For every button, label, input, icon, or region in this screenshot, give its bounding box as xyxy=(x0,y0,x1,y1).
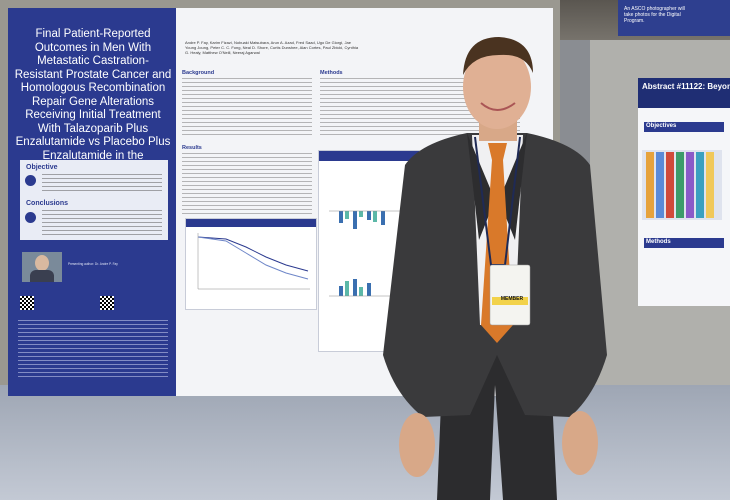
second-poster: Objectives Methods xyxy=(638,78,730,306)
poster-title: Final Patient-Reported Outcomes in Men W… xyxy=(14,28,172,175)
results-section: Results xyxy=(182,145,312,215)
background-label: Background xyxy=(182,70,215,76)
km-curve-figure xyxy=(197,233,310,290)
objectives-label: Objectives xyxy=(646,123,677,129)
conclusions-text xyxy=(42,210,162,236)
background-section: Background xyxy=(182,70,312,138)
face xyxy=(463,45,531,129)
presenter-label: Presenting author: Dr. Andre P. Fay xyxy=(68,262,118,266)
abstract-number: Abstract #11122: Beyond Se xyxy=(642,82,730,91)
author-list: Andre P. Fay, Karim Fizazi, Nobuaki Mats… xyxy=(185,40,359,55)
carpet-floor xyxy=(0,385,730,500)
right-hand xyxy=(562,411,598,475)
presenter-person xyxy=(383,37,607,500)
target-icon xyxy=(25,212,36,223)
bar-chart-figure xyxy=(329,210,414,297)
badge-member-label: MEMBER xyxy=(500,296,524,302)
presenter-photo xyxy=(22,252,62,282)
second-poster-header xyxy=(638,78,730,108)
objective-box: Objective Conclusions xyxy=(20,160,168,240)
objective-text xyxy=(42,174,162,192)
hair xyxy=(463,37,533,75)
search-icon xyxy=(25,175,36,186)
conclusions-label: Conclusions xyxy=(26,200,69,207)
photographer-sign-text: An ASCO photographer will take photos fo… xyxy=(624,6,685,24)
kaplan-meier-chart xyxy=(185,218,317,310)
photographer-sign xyxy=(618,0,730,36)
methods-label-right: Methods xyxy=(646,239,671,245)
stream-chart xyxy=(642,150,722,220)
footnotes xyxy=(18,320,168,380)
results-label: Results xyxy=(182,145,202,151)
left-hand xyxy=(399,413,435,477)
conference-badge xyxy=(489,264,531,326)
qr-code-icon xyxy=(20,296,34,310)
qr-code-icon-2 xyxy=(100,296,114,310)
objective-label: Objective xyxy=(26,164,58,171)
methods-label: Methods xyxy=(320,70,343,76)
